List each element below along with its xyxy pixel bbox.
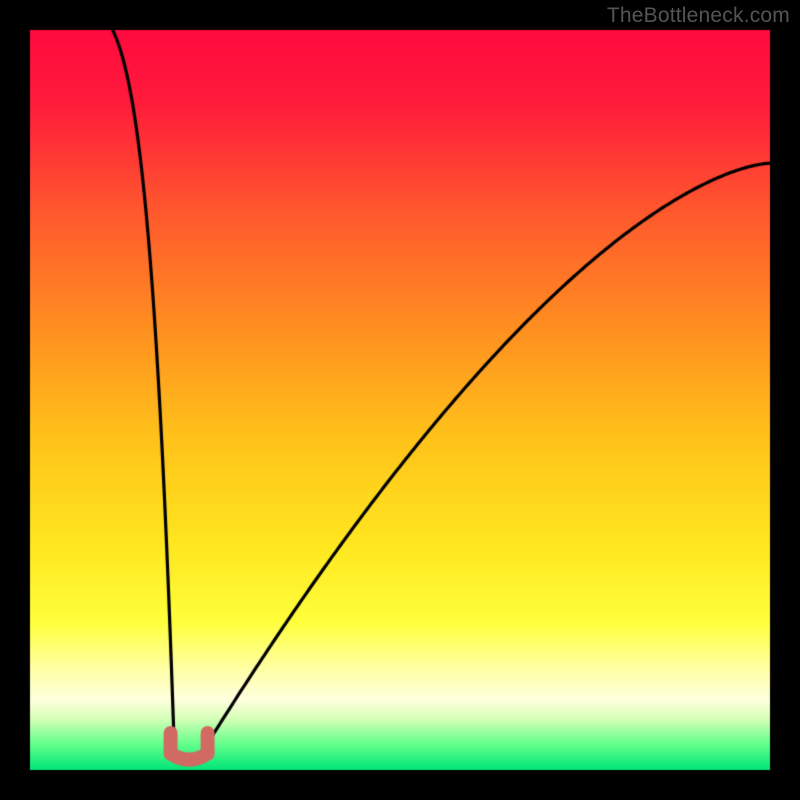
bottleneck-chart: [0, 0, 800, 800]
chart-stage: TheBottleneck.com: [0, 0, 800, 800]
watermark-text: TheBottleneck.com: [607, 4, 790, 28]
